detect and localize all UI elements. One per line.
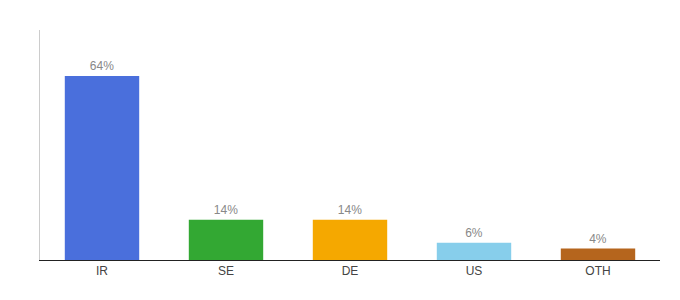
svg-text:64%: 64% — [90, 59, 114, 73]
svg-text:SE: SE — [218, 264, 234, 278]
svg-text:14%: 14% — [214, 203, 238, 217]
svg-text:14%: 14% — [338, 203, 362, 217]
svg-text:OTH: OTH — [585, 264, 610, 278]
svg-text:4%: 4% — [589, 232, 607, 246]
svg-text:6%: 6% — [465, 226, 483, 240]
svg-text:DE: DE — [342, 264, 359, 278]
svg-text:US: US — [466, 264, 483, 278]
svg-text:IR: IR — [96, 264, 108, 278]
